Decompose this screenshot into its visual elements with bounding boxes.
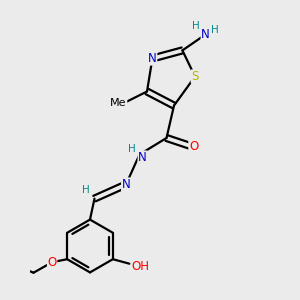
Text: N: N [148,52,157,65]
Text: S: S [191,70,199,83]
Text: Me: Me [110,98,127,109]
Text: O: O [189,140,198,154]
Text: H: H [211,25,219,35]
Text: H: H [82,185,89,195]
Text: H: H [192,21,200,31]
Text: H: H [128,144,136,154]
Text: N: N [138,151,147,164]
Text: N: N [122,178,130,191]
Text: OH: OH [132,260,150,273]
Text: O: O [47,256,57,269]
Text: N: N [201,28,210,41]
